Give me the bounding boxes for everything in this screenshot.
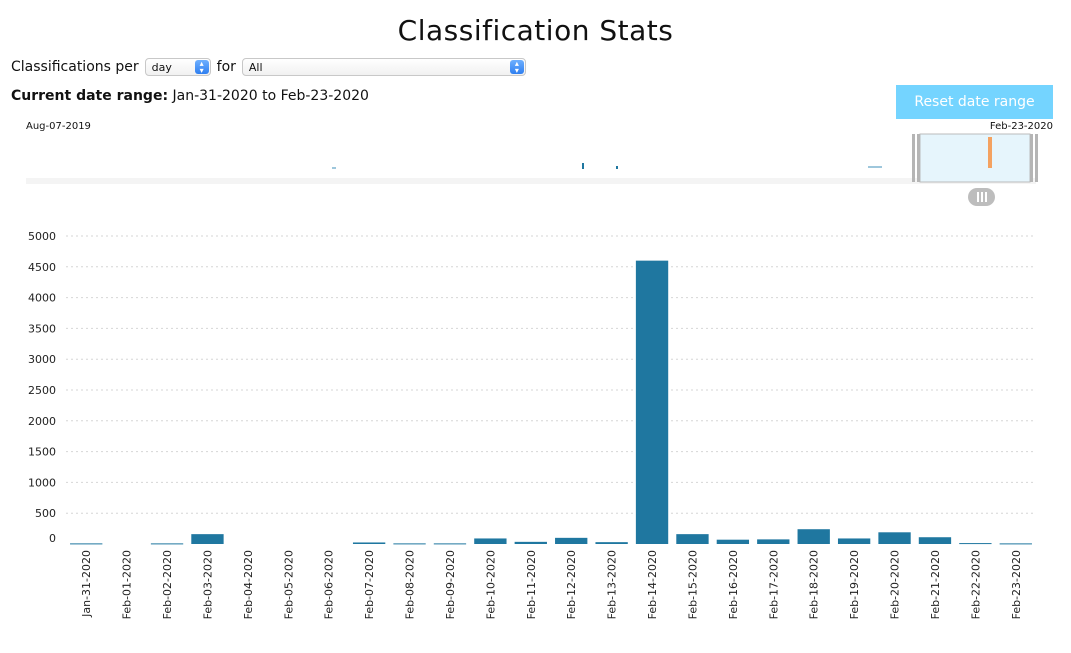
bar[interactable]	[999, 543, 1032, 545]
bar[interactable]	[70, 543, 103, 545]
bar[interactable]	[797, 529, 830, 544]
y-tick-label: 4500	[28, 261, 56, 274]
bar[interactable]	[433, 543, 467, 545]
for-label: for	[216, 59, 236, 75]
x-tick-label: Feb-09-2020	[444, 550, 457, 619]
reset-date-range-button[interactable]: Reset date range	[896, 85, 1053, 119]
bar[interactable]	[716, 539, 750, 544]
x-tick-label: Feb-10-2020	[484, 550, 497, 619]
x-tick-label: Feb-04-2020	[242, 550, 255, 619]
x-tick-label: Feb-01-2020	[121, 550, 134, 619]
x-tick-label: Feb-19-2020	[848, 550, 861, 619]
y-tick-label: 2500	[28, 384, 56, 397]
bar[interactable]	[352, 542, 386, 544]
y-tick-label: 0	[49, 532, 56, 545]
bar[interactable]	[878, 532, 911, 544]
x-tick-label: Feb-20-2020	[889, 550, 902, 619]
bar[interactable]	[555, 537, 588, 544]
overview-timeline[interactable]	[0, 0, 1071, 215]
y-tick-label: 3500	[28, 322, 56, 335]
bar[interactable]	[757, 539, 790, 544]
bar[interactable]	[393, 543, 426, 545]
x-tick-label: Feb-06-2020	[323, 550, 336, 619]
filter-controls: Classifications per day ▴ ▾ for All ▴ ▾	[11, 57, 526, 77]
x-tick-label: Feb-12-2020	[565, 550, 578, 619]
brush-left-handle[interactable]	[912, 134, 920, 182]
y-tick-label: 500	[35, 507, 56, 520]
x-tick-label: Feb-16-2020	[727, 550, 740, 619]
range-value: Jan-31-2020 to Feb-23-2020	[172, 88, 369, 104]
y-tick-label: 5000	[28, 230, 56, 243]
brush-right-handle[interactable]	[1030, 134, 1038, 182]
x-tick-label: Feb-03-2020	[201, 550, 214, 619]
x-tick-label: Feb-14-2020	[646, 550, 659, 619]
chevron-updown-icon: ▴ ▾	[509, 60, 524, 75]
x-tick-label: Feb-08-2020	[404, 550, 417, 619]
drag-handle-icon[interactable]	[968, 188, 995, 206]
y-tick-label: 1000	[28, 476, 56, 489]
overview-bar	[868, 166, 882, 168]
scope-select-value: All	[248, 61, 263, 74]
bar[interactable]	[676, 534, 709, 544]
overview-bar	[332, 167, 336, 169]
bar[interactable]	[150, 543, 184, 545]
x-tick-label: Feb-17-2020	[767, 550, 780, 619]
bar[interactable]	[514, 541, 547, 544]
overview-end-date: Feb-23-2020	[989, 121, 1053, 132]
overview-baseline	[26, 178, 1036, 184]
overview-start-date: Aug-07-2019	[26, 121, 91, 132]
x-tick-label: Feb-02-2020	[161, 550, 174, 619]
bar[interactable]	[837, 538, 871, 544]
x-tick-label: Feb-15-2020	[686, 550, 699, 619]
period-select-value: day	[151, 61, 172, 74]
x-tick-label: Jan-31-2020	[80, 550, 93, 618]
overview-brush[interactable]	[919, 133, 1031, 183]
bar[interactable]	[959, 543, 992, 545]
overview-bar	[582, 163, 584, 169]
bar[interactable]	[474, 538, 507, 544]
current-date-range: Current date range: Jan-31-2020 to Feb-2…	[11, 88, 369, 104]
bar[interactable]	[595, 542, 628, 544]
page-title: Classification Stats	[397, 14, 674, 47]
x-tick-label: Feb-21-2020	[929, 550, 942, 619]
y-tick-label: 1500	[28, 446, 56, 459]
overview-bar	[616, 166, 618, 169]
per-label: Classifications per	[11, 59, 139, 75]
x-tick-label: Feb-11-2020	[525, 550, 538, 619]
period-select[interactable]: day ▴ ▾	[144, 58, 211, 76]
y-tick-label: 2000	[28, 415, 56, 428]
y-tick-label: 3000	[28, 353, 56, 366]
chevron-updown-icon: ▴ ▾	[194, 60, 209, 75]
x-tick-label: Feb-22-2020	[969, 550, 982, 619]
x-tick-label: Feb-05-2020	[282, 550, 295, 619]
x-tick-label: Feb-13-2020	[606, 550, 619, 619]
bar[interactable]	[191, 534, 224, 544]
bar[interactable]	[635, 260, 669, 544]
y-tick-label: 4000	[28, 292, 56, 305]
x-tick-label: Feb-23-2020	[1010, 550, 1023, 619]
range-label: Current date range:	[11, 88, 169, 104]
x-tick-label: Feb-07-2020	[363, 550, 376, 619]
overview-highlight-bar	[988, 137, 992, 168]
scope-select[interactable]: All ▴ ▾	[241, 58, 526, 76]
bar[interactable]	[918, 537, 952, 544]
x-tick-label: Feb-18-2020	[808, 550, 821, 619]
